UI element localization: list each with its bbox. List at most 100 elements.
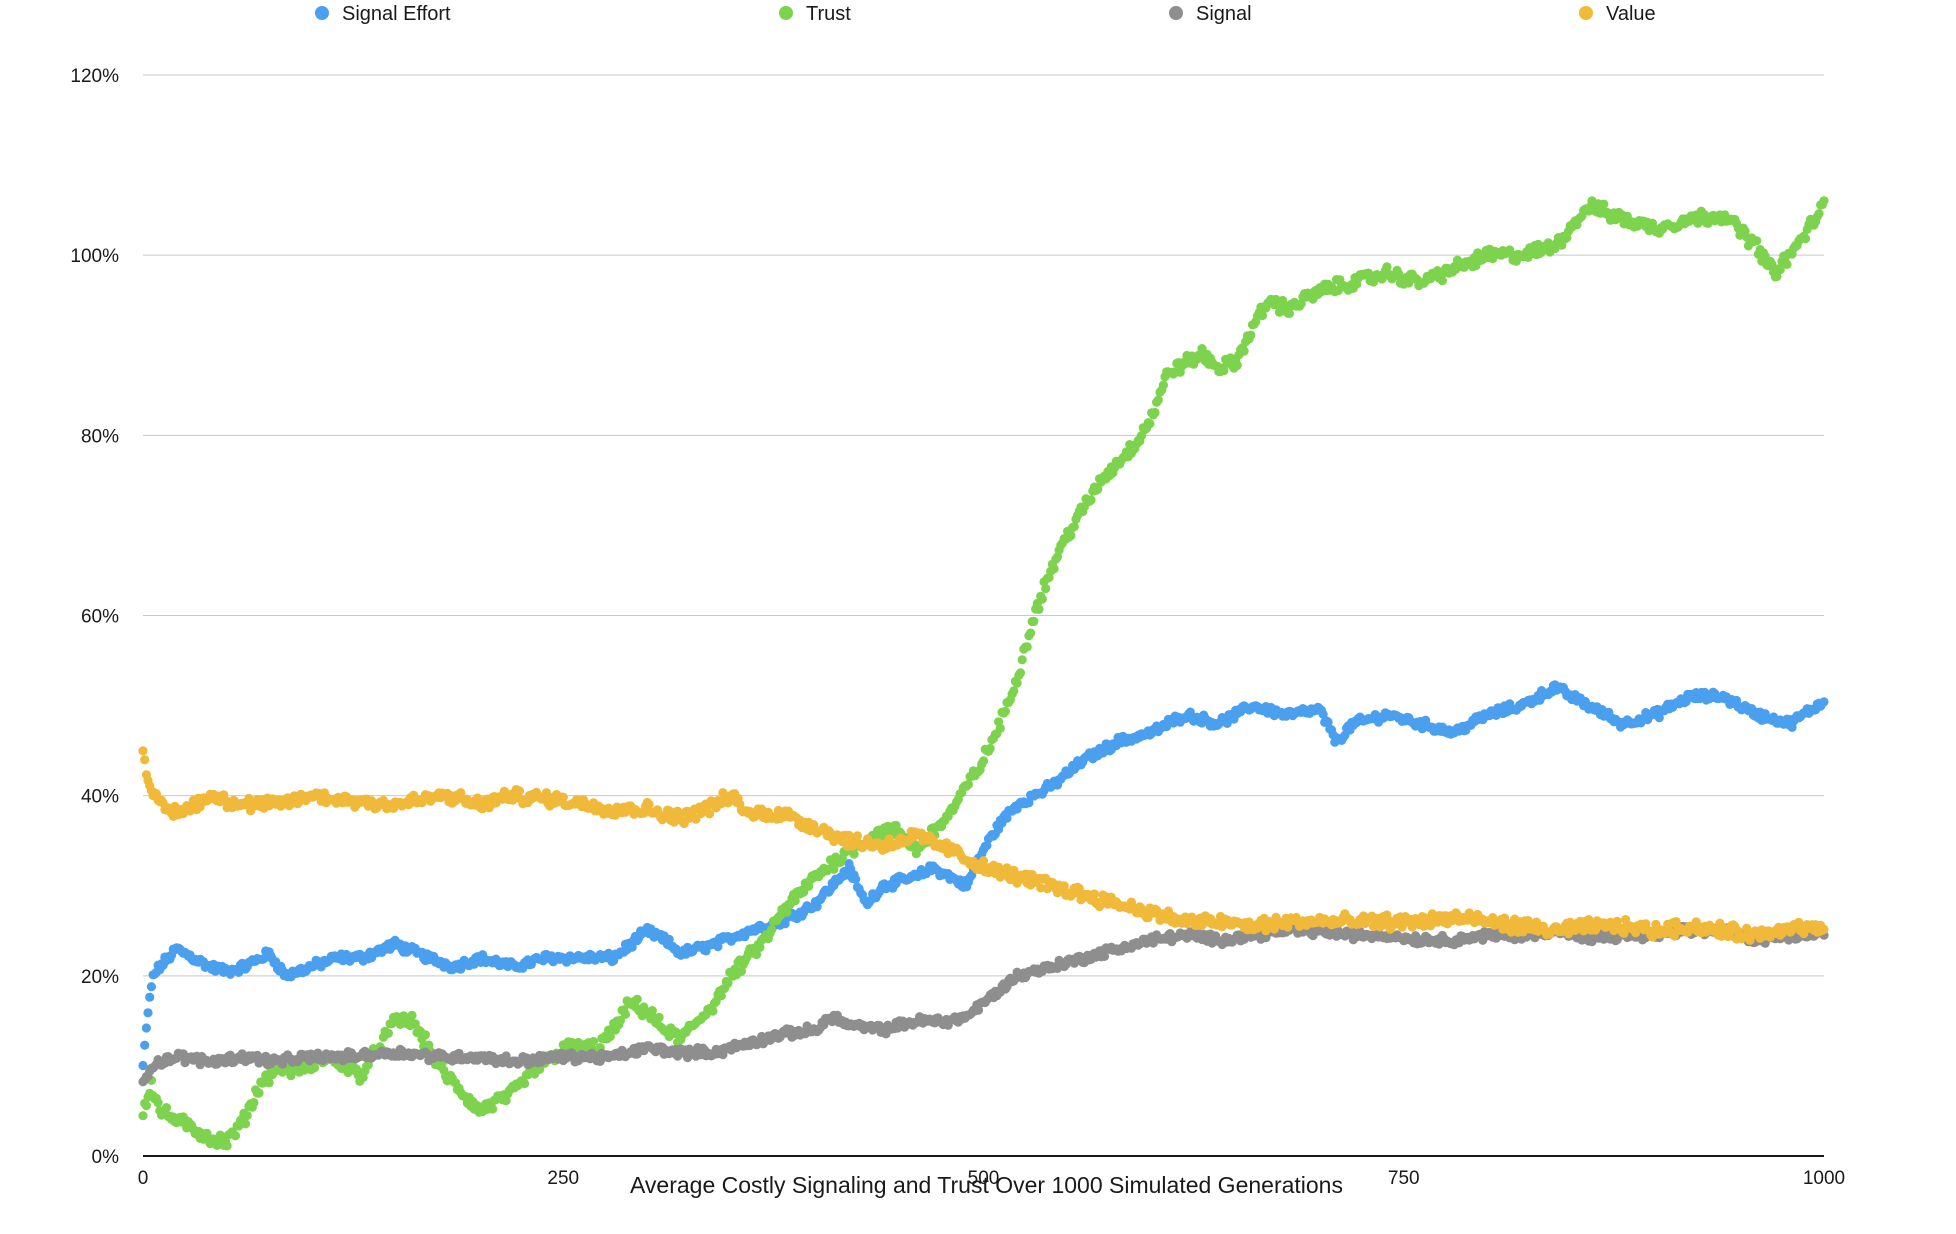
data-point	[995, 723, 1005, 734]
data-point	[514, 786, 525, 796]
gridlines	[143, 74, 1824, 977]
data-point	[1049, 564, 1059, 574]
legend-label: Trust	[806, 3, 851, 25]
data-point	[138, 1111, 148, 1121]
data-point	[146, 982, 156, 992]
data-point	[249, 1098, 259, 1108]
legend-label: Signal	[1196, 3, 1252, 25]
data-point	[153, 1098, 163, 1108]
data-point	[755, 942, 765, 953]
data-point	[644, 799, 654, 809]
data-point	[1246, 330, 1256, 340]
data-point	[852, 831, 863, 841]
series-points	[138, 196, 1829, 1151]
data-point	[1086, 495, 1096, 505]
data-point	[615, 1015, 626, 1026]
data-point	[1153, 395, 1163, 405]
data-point	[588, 1036, 599, 1047]
data-point	[1752, 236, 1762, 246]
data-point	[420, 1030, 430, 1040]
y-tick-label: 120%	[70, 66, 119, 87]
data-point	[1089, 889, 1099, 899]
data-point	[140, 1040, 150, 1050]
data-point	[605, 1031, 615, 1042]
data-point	[713, 942, 723, 952]
data-point	[222, 1141, 232, 1151]
data-point	[829, 864, 839, 874]
data-point	[1017, 655, 1027, 665]
data-point	[383, 1028, 393, 1038]
data-point	[230, 1131, 241, 1141]
data-point	[264, 1078, 274, 1088]
data-point	[1772, 271, 1782, 282]
data-point	[1296, 299, 1306, 309]
data-points	[138, 196, 1829, 1151]
data-point	[1284, 308, 1294, 318]
y-tick-label: 40%	[81, 787, 119, 808]
data-point	[1015, 668, 1026, 678]
data-point	[1024, 798, 1034, 808]
data-point	[654, 1012, 664, 1022]
x-tick-label: 0	[138, 1168, 149, 1189]
data-point	[790, 896, 800, 906]
data-point	[407, 1010, 417, 1021]
x-tick-label: 250	[547, 1168, 579, 1189]
data-point	[1002, 813, 1012, 823]
legend-marker	[1579, 6, 1593, 20]
data-point	[286, 1071, 296, 1081]
data-point	[1037, 594, 1047, 604]
legend-marker	[1169, 6, 1183, 20]
data-point	[145, 992, 155, 1002]
data-point	[558, 792, 568, 802]
data-point	[1394, 269, 1404, 279]
x-tick-label: 500	[968, 1168, 1000, 1189]
data-point	[708, 1006, 718, 1016]
data-point	[363, 1060, 373, 1070]
series-points	[138, 680, 1829, 1071]
data-point	[1819, 196, 1829, 206]
data-point	[1814, 209, 1824, 219]
data-point	[963, 779, 974, 790]
data-point	[1800, 234, 1811, 244]
data-point	[1819, 924, 1829, 935]
data-point	[1222, 718, 1232, 729]
data-point	[1145, 419, 1155, 429]
data-point	[1819, 697, 1829, 707]
data-point	[1022, 642, 1032, 652]
data-point	[620, 1009, 631, 1020]
data-point	[309, 1063, 320, 1073]
data-point	[723, 978, 733, 988]
data-point	[978, 756, 989, 766]
data-point	[1000, 706, 1011, 717]
data-point	[632, 994, 642, 1004]
data-point	[1158, 380, 1168, 390]
x-tick-label: 1000	[1803, 1168, 1845, 1189]
data-point	[1767, 259, 1777, 269]
data-point	[1069, 522, 1079, 532]
data-point	[138, 1060, 148, 1071]
x-axis-ticks: 0 250 500 750 1000	[138, 1168, 1845, 1189]
legend: Signal Effort Trust Signal Value	[315, 3, 1656, 25]
data-point	[141, 1023, 151, 1033]
data-point	[138, 746, 148, 756]
data-point	[1034, 604, 1044, 615]
data-point	[752, 949, 762, 960]
legend-marker	[315, 6, 329, 20]
data-point	[627, 942, 637, 952]
data-point	[1654, 713, 1664, 723]
legend-marker	[779, 6, 793, 20]
data-point	[1239, 346, 1249, 356]
data-point	[1026, 628, 1036, 638]
data-point	[140, 755, 150, 765]
y-axis-ticks: 0% 20% 40% 60% 80% 100% 120%	[70, 66, 119, 1168]
y-tick-label: 20%	[81, 967, 119, 988]
data-point	[1323, 717, 1333, 727]
data-point	[520, 1078, 530, 1089]
data-point	[647, 1006, 657, 1016]
y-tick-label: 100%	[70, 246, 119, 267]
data-point	[254, 1088, 264, 1098]
data-point	[1681, 697, 1691, 707]
data-point	[1066, 530, 1076, 541]
data-point	[1041, 584, 1051, 594]
